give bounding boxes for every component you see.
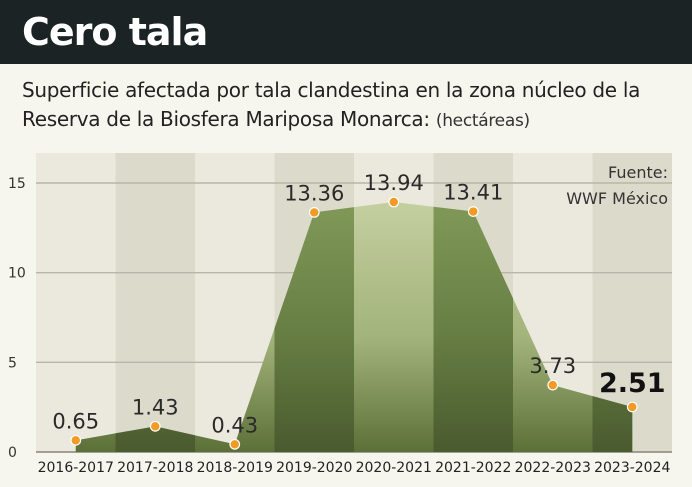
- data-label: 13.94: [364, 171, 424, 195]
- subtitle-text: Superficie afectada por tala clandestina…: [22, 78, 641, 131]
- column-band: [36, 153, 116, 452]
- data-label: 1.43: [132, 395, 179, 419]
- column-band: [115, 153, 195, 452]
- data-point: [70, 434, 82, 446]
- x-tick-label: 2020-2021: [356, 460, 432, 476]
- y-tick-label: 5: [8, 355, 17, 371]
- data-label: 13.36: [284, 181, 344, 205]
- x-tick-label: 2019-2020: [276, 460, 352, 476]
- data-label: 0.65: [52, 409, 99, 433]
- data-label: 13.41: [443, 181, 503, 205]
- chart-subtitle: Superficie afectada por tala clandestina…: [22, 76, 682, 136]
- x-tick-label: 2018-2019: [197, 460, 273, 476]
- chart-title: Cero tala: [22, 10, 208, 54]
- data-point: [149, 420, 161, 432]
- y-tick-label: 10: [8, 266, 26, 282]
- x-tick-label: 2023-2024: [594, 460, 670, 476]
- y-tick-label: 15: [8, 176, 26, 192]
- source-name: WWF México: [566, 189, 668, 208]
- data-point: [308, 207, 320, 218]
- data-point: [547, 379, 559, 391]
- source-label: Fuente:: [608, 163, 668, 182]
- x-tick-label: 2016-2017: [38, 460, 114, 476]
- data-label: 3.73: [529, 354, 576, 378]
- data-point: [467, 206, 479, 217]
- data-label-highlight: 2.51: [599, 368, 666, 399]
- data-point: [388, 196, 400, 208]
- x-tick-label: 2021-2022: [435, 460, 511, 476]
- y-tick-label: 0: [8, 445, 17, 461]
- title-bar: Cero tala: [0, 0, 692, 64]
- data-label: 0.43: [211, 413, 258, 437]
- unit-label: (hectáreas): [435, 111, 530, 131]
- data-point: [229, 438, 241, 450]
- x-tick-label: 2017-2018: [117, 460, 193, 476]
- data-point: [626, 401, 638, 413]
- x-tick-label: 2022-2023: [515, 460, 591, 476]
